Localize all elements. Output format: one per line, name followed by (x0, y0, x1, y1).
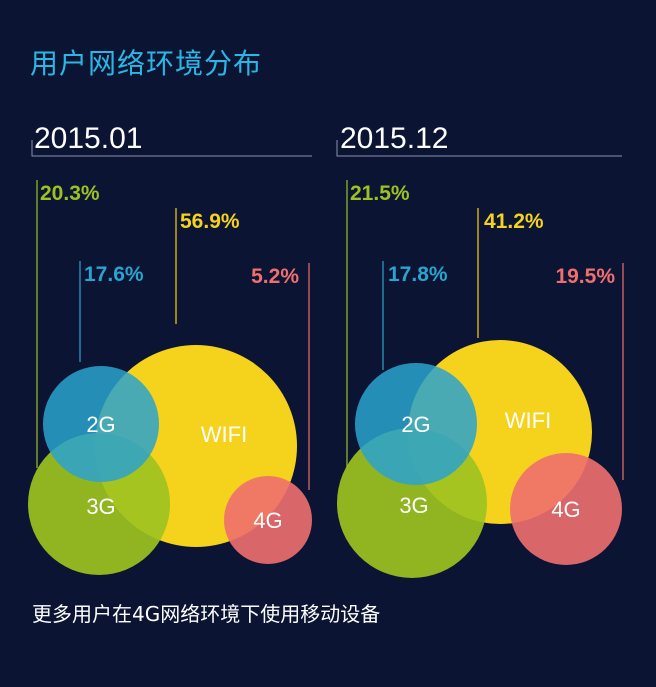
bubble-label-2g: 2G (401, 412, 430, 437)
bubble-4g (510, 453, 622, 565)
value-label-4g: 5.2% (251, 265, 299, 288)
value-label-3g: 20.3% (40, 182, 100, 205)
value-label-3g: 21.5% (350, 182, 410, 205)
value-label-wifi: 56.9% (180, 210, 240, 233)
period-label: 2015.12 (340, 122, 448, 155)
chart-panel-2015-01: 2015.01 WIFI 3G 2G 4G 20.3% 56.9% 17.6% 5.2% (28, 122, 312, 575)
footer-caption: 更多用户在4G网络环境下使用移动设备 (32, 602, 381, 626)
bubble-label-2g: 2G (86, 412, 115, 437)
value-label-wifi: 41.2% (484, 210, 544, 233)
bubble-label-3g: 3G (86, 494, 115, 519)
value-label-4g: 19.5% (555, 265, 615, 288)
bubble-label-wifi: WIFI (201, 422, 247, 447)
bubble-label-3g: 3G (399, 493, 428, 518)
bubble-label-4g: 4G (551, 497, 580, 522)
period-underline (31, 140, 312, 157)
bubble-label-wifi: WIFI (505, 408, 551, 433)
bubble-2g (355, 363, 477, 485)
bubble-4g (224, 476, 312, 564)
bubble-2g (43, 366, 159, 482)
value-label-2g: 17.8% (388, 263, 448, 286)
bubble-label-4g: 4G (253, 508, 282, 533)
period-underline (336, 140, 622, 157)
chart-title: 用户网络环境分布 (30, 47, 263, 80)
chart-panel-2015-12: 2015.12 WIFI 3G 2G 4G 21.5% 41.2% 17.8% 19.5% (336, 122, 624, 578)
period-label: 2015.01 (34, 122, 142, 155)
value-label-2g: 17.6% (84, 263, 144, 286)
